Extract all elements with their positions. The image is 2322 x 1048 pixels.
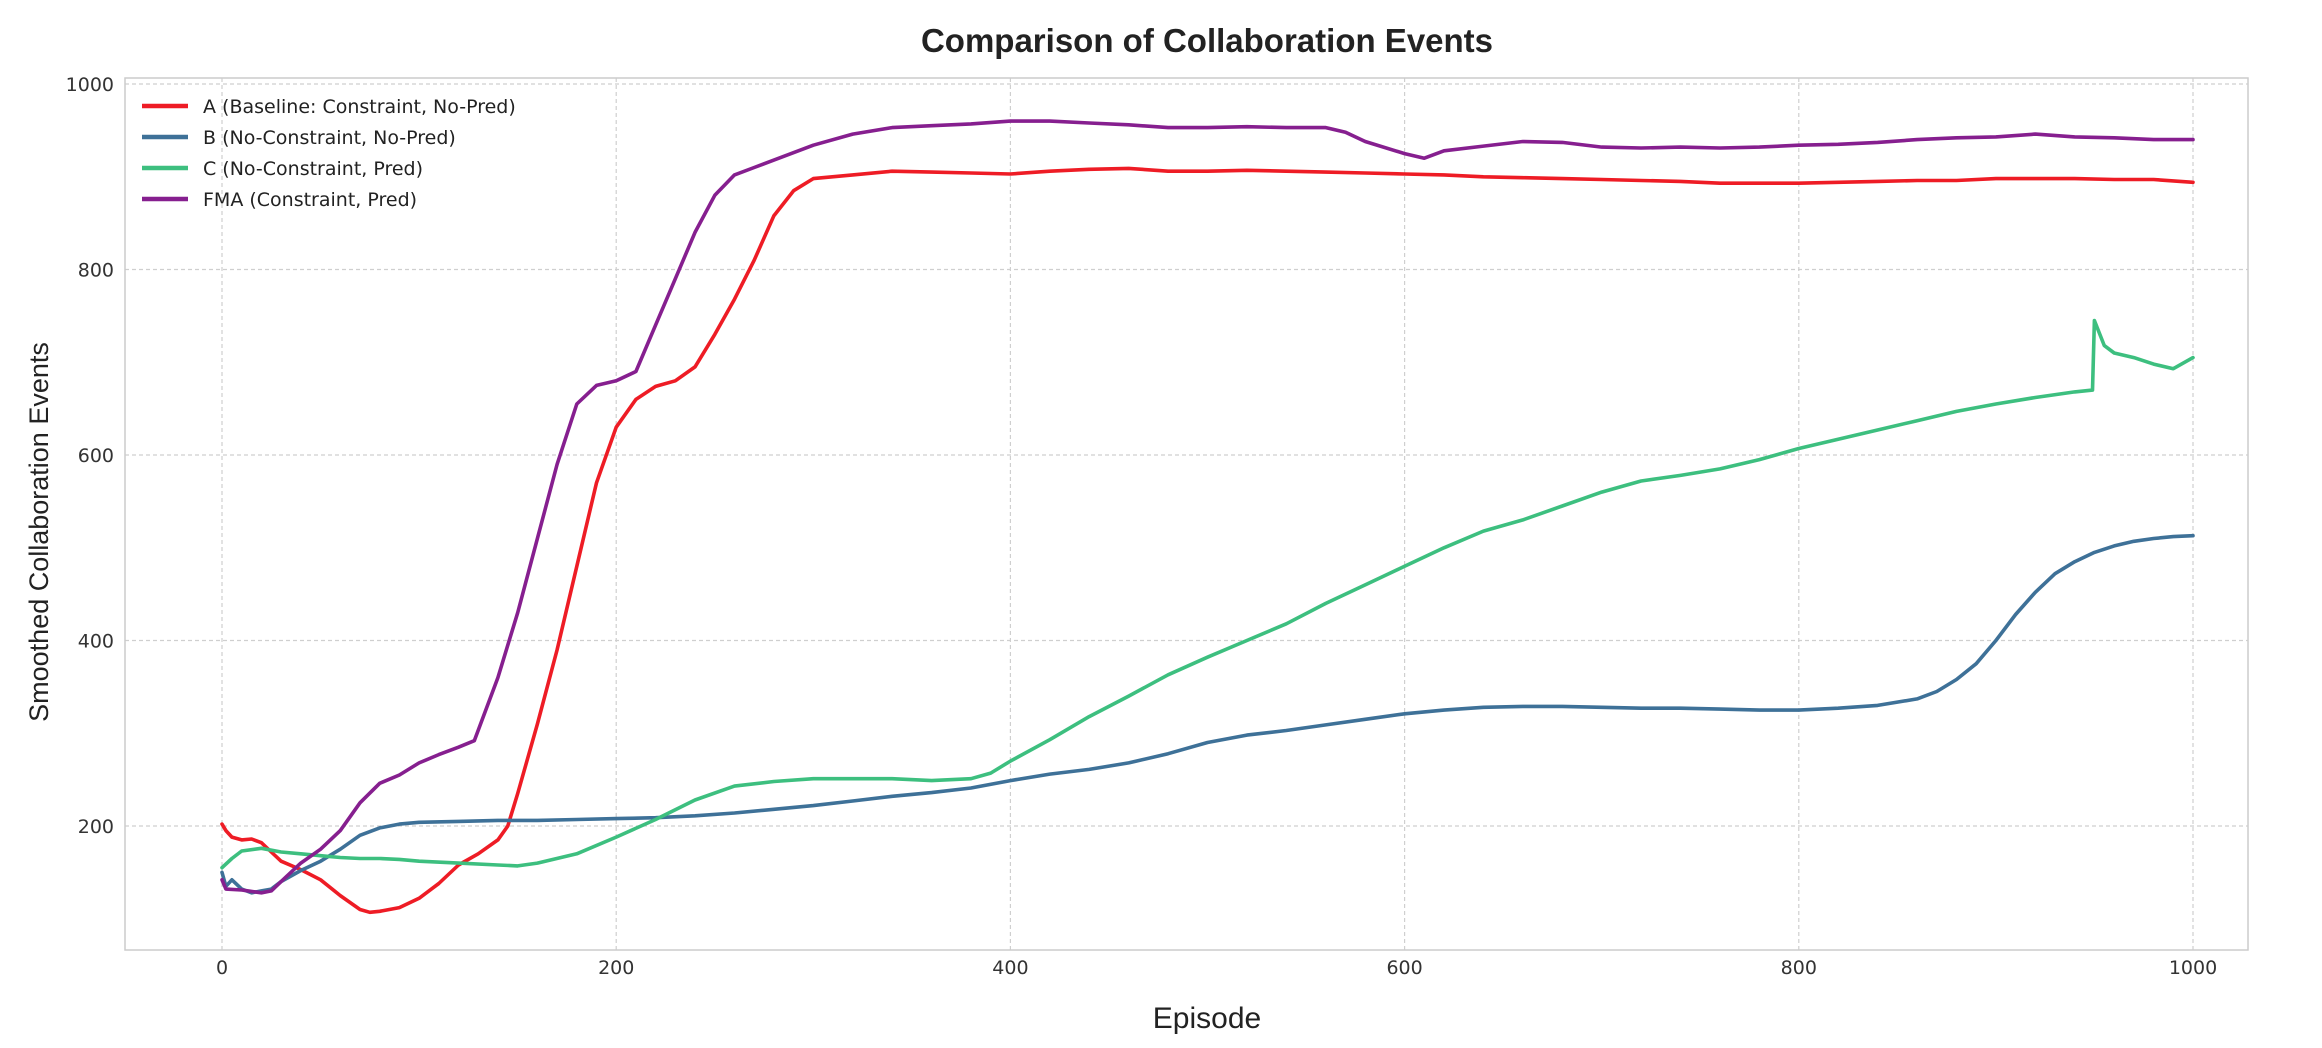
x-tick-label: 600: [1386, 957, 1422, 979]
x-axis-label: Episode: [1153, 1002, 1261, 1035]
y-axis-label: Smoothed Collaboration Events: [24, 342, 54, 722]
chart-title: Comparison of Collaboration Events: [921, 22, 1493, 59]
y-tick-label: 800: [78, 260, 114, 282]
series-line-2: [220, 318, 2195, 870]
x-tick-label: 200: [598, 957, 634, 979]
legend-label: C (No-Constraint, Pred): [203, 158, 423, 180]
series-line-3: [220, 119, 2195, 895]
grid: [125, 78, 2248, 950]
plot-frame: [124, 77, 2249, 951]
legend-label: A (Baseline: Constraint, No-Pred): [203, 96, 516, 118]
y-tick-label: 200: [78, 816, 114, 838]
y-tick-label: 1000: [66, 74, 114, 96]
y-tick-label: 400: [78, 631, 114, 653]
series-lines: [220, 119, 2195, 915]
x-tick-label: 1000: [2169, 957, 2217, 979]
y-tick-label: 600: [78, 445, 114, 467]
x-tick-label: 0: [216, 957, 228, 979]
legend-label: FMA (Constraint, Pred): [203, 189, 417, 211]
series-line-1: [220, 533, 2195, 895]
legend-label: B (No-Constraint, No-Pred): [203, 127, 456, 149]
x-tick-label: 800: [1781, 957, 1817, 979]
legend: A (Baseline: Constraint, No-Pred) B (No-C…: [142, 96, 516, 211]
axis-ticks: 0 200 400 600 800 1000 200 400 600 800 1000: [66, 74, 2218, 979]
x-tick-label: 400: [992, 957, 1028, 979]
series-line-0: [220, 166, 2195, 915]
